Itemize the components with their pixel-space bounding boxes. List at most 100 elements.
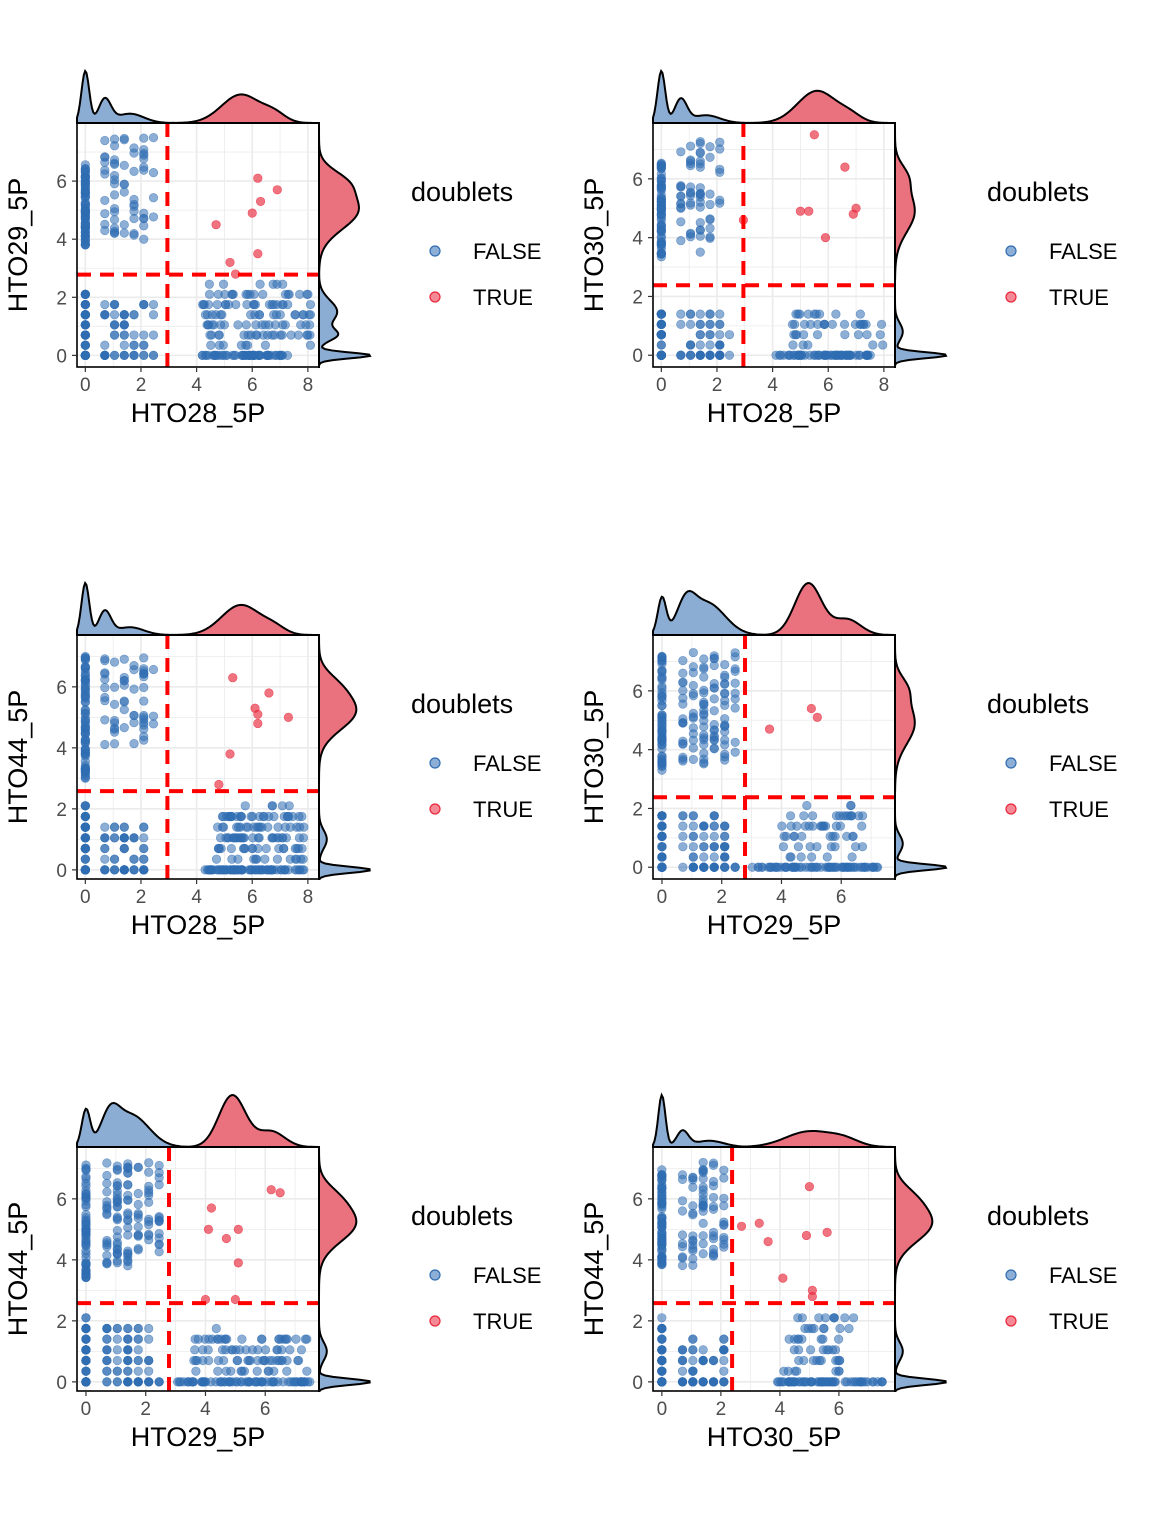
point-false — [688, 662, 698, 672]
point-false — [119, 833, 129, 843]
point-false — [709, 694, 719, 704]
point-false — [100, 668, 110, 678]
point-false — [698, 1218, 708, 1228]
legend-label: TRUE — [1049, 797, 1109, 822]
point-false — [80, 811, 90, 822]
point-false — [236, 811, 247, 822]
top-density-true — [154, 603, 320, 636]
point-false — [202, 320, 212, 330]
point-false — [705, 152, 715, 162]
point-false — [705, 309, 715, 319]
point-true — [247, 208, 257, 218]
point-true — [840, 162, 850, 172]
point-true — [203, 1224, 214, 1234]
x-tick-label: 4 — [767, 375, 778, 396]
point-false — [258, 289, 268, 299]
point-false — [133, 1245, 143, 1255]
point-false — [274, 1334, 284, 1344]
point-false — [119, 865, 129, 875]
point-false — [123, 1162, 133, 1172]
point-false — [875, 330, 885, 340]
point-false — [708, 1355, 719, 1366]
point-false — [236, 1377, 246, 1387]
point-false — [656, 204, 666, 215]
point-false — [139, 833, 149, 843]
point-false — [705, 319, 715, 329]
point-false — [100, 219, 110, 229]
point-false — [144, 1158, 154, 1168]
point-false — [730, 664, 740, 674]
point-false — [820, 821, 831, 831]
point-false — [708, 1233, 719, 1244]
right-density-false — [894, 1278, 947, 1392]
point-false — [296, 1345, 307, 1355]
legend-label: TRUE — [1049, 1309, 1109, 1334]
point-false — [216, 1334, 226, 1344]
point-false — [303, 289, 313, 299]
point-false — [119, 340, 129, 350]
point-false — [849, 862, 859, 872]
point-false — [678, 686, 688, 696]
point-false — [677, 1252, 688, 1262]
point-false — [81, 1323, 91, 1334]
point-false — [100, 739, 110, 750]
point-false — [226, 843, 237, 854]
point-false — [100, 340, 110, 350]
point-false — [685, 141, 696, 151]
point-false — [100, 683, 110, 693]
point-false — [100, 843, 110, 854]
point-false — [720, 752, 730, 762]
point-false — [730, 648, 740, 658]
point-false — [81, 1164, 91, 1174]
legend-label: TRUE — [1049, 285, 1109, 310]
point-false — [656, 169, 666, 179]
point-false — [855, 309, 865, 319]
point-false — [241, 320, 251, 330]
plot-area — [653, 1147, 895, 1391]
point-false — [80, 310, 90, 320]
point-false — [211, 854, 222, 864]
point-false — [765, 862, 775, 872]
point-false — [719, 1366, 729, 1376]
point-false — [688, 1210, 698, 1220]
point-false — [657, 659, 667, 669]
point-false — [112, 1355, 122, 1366]
point-false — [730, 862, 740, 872]
point-false — [698, 1197, 708, 1207]
legend-key-false — [1005, 757, 1017, 769]
point-false — [139, 696, 149, 706]
point-false — [254, 833, 264, 843]
point-false — [794, 1355, 804, 1366]
point-false — [715, 319, 725, 329]
right-density-false — [894, 255, 948, 368]
point-false — [676, 319, 686, 329]
point-false — [699, 852, 709, 862]
point-false — [688, 1377, 698, 1387]
point-false — [133, 1323, 143, 1334]
point-false — [133, 1188, 143, 1199]
point-false — [837, 862, 847, 872]
point-false — [139, 234, 149, 244]
point-false — [100, 696, 110, 706]
point-false — [119, 310, 129, 320]
point-false — [699, 664, 709, 674]
point-false — [280, 320, 290, 330]
point-false — [80, 197, 90, 208]
point-false — [849, 1313, 859, 1323]
point-false — [296, 320, 306, 330]
point-false — [699, 688, 709, 698]
point-false — [80, 655, 90, 665]
point-false — [247, 843, 257, 854]
point-false — [100, 715, 110, 725]
point-false — [657, 811, 667, 821]
point-false — [695, 156, 705, 166]
point-false — [656, 319, 666, 329]
point-false — [685, 340, 696, 350]
point-false — [857, 821, 867, 831]
point-false — [249, 822, 259, 832]
point-false — [282, 1334, 292, 1344]
point-false — [227, 811, 237, 822]
point-false — [677, 1377, 688, 1387]
point-false — [719, 1173, 729, 1183]
